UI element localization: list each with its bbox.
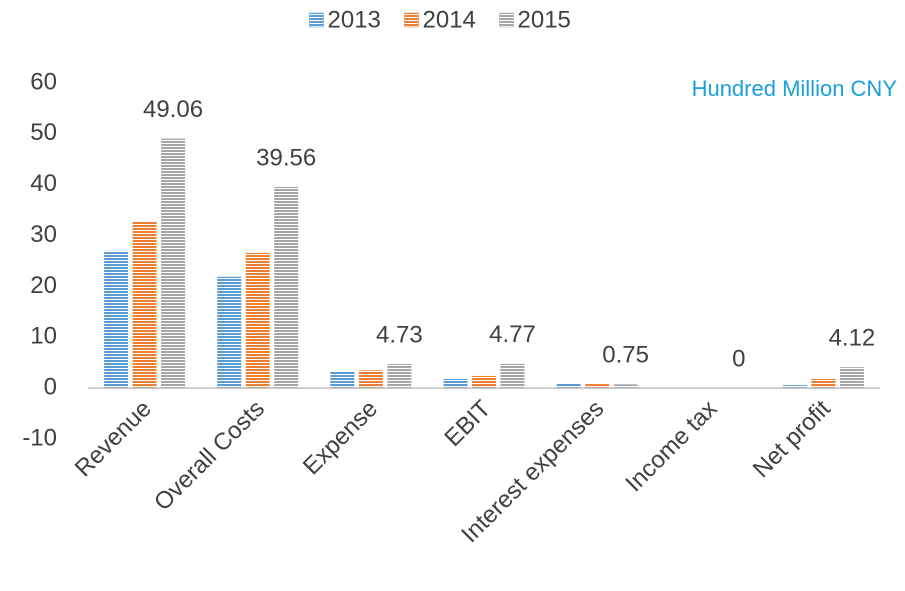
bar xyxy=(161,138,186,389)
x-tick-label: Expense xyxy=(298,395,383,480)
bar xyxy=(217,276,242,389)
bar xyxy=(556,383,581,389)
bar xyxy=(472,375,496,389)
legend-label: 2015 xyxy=(518,6,571,33)
legend-swatch xyxy=(404,12,419,28)
legend-swatch xyxy=(309,12,324,28)
bar xyxy=(500,363,525,389)
y-tick-label: 0 xyxy=(44,373,57,400)
y-tick-label: 60 xyxy=(30,68,57,95)
data-label: 0 xyxy=(732,345,745,372)
bar xyxy=(613,384,638,389)
bar xyxy=(132,221,157,389)
x-tick-label: Income tax xyxy=(620,395,722,497)
data-label: 4.73 xyxy=(376,321,423,348)
bar xyxy=(782,385,807,389)
bar xyxy=(358,370,383,389)
data-label: 4.12 xyxy=(829,325,876,352)
y-tick-label: 40 xyxy=(30,170,57,197)
bar xyxy=(585,384,610,389)
y-tick-label: 10 xyxy=(30,323,57,350)
bar xyxy=(330,371,355,389)
bar xyxy=(839,367,864,389)
x-tick-label: Revenue xyxy=(70,395,157,482)
y-tick-label: 30 xyxy=(30,221,57,248)
legend-label: 2013 xyxy=(328,6,381,33)
bar xyxy=(104,250,129,389)
x-tick-label: Net profit xyxy=(748,395,836,483)
bar xyxy=(245,252,270,389)
legend-label: 2014 xyxy=(423,6,476,33)
y-tick-label: 20 xyxy=(30,272,57,299)
bar xyxy=(274,186,299,389)
data-label: 0.75 xyxy=(602,342,649,369)
y-tick-label: -10 xyxy=(22,424,57,451)
data-label: 39.56 xyxy=(256,144,316,171)
x-tick-label: Overall Costs xyxy=(149,395,270,516)
bar xyxy=(387,364,412,389)
unit-label: Hundred Million CNY xyxy=(692,76,898,101)
data-label: 4.77 xyxy=(489,321,536,348)
data-label: 49.06 xyxy=(143,96,203,123)
bar xyxy=(811,378,836,389)
legend-swatch xyxy=(499,12,514,28)
bar xyxy=(443,378,468,389)
y-tick-label: 50 xyxy=(30,119,57,146)
x-tick-label: EBIT xyxy=(439,395,496,452)
